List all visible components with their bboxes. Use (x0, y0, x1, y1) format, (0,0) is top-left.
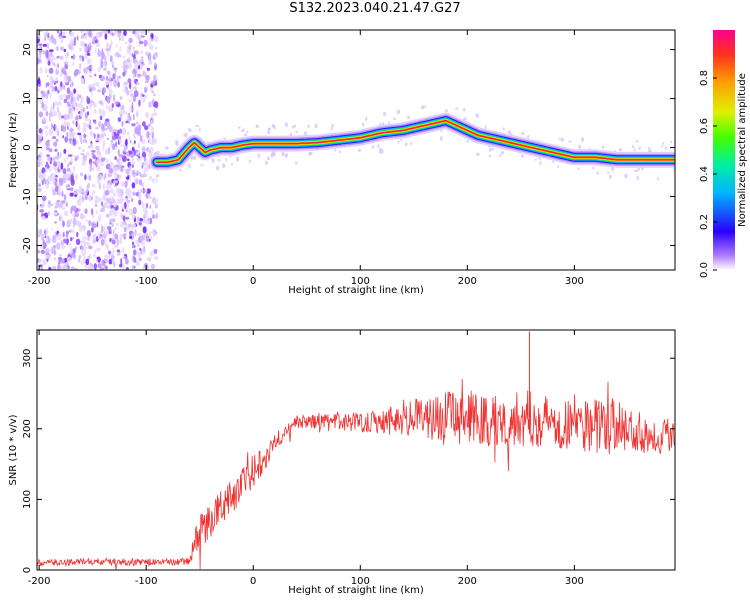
bottom-x-tick-label: 100 (351, 576, 370, 587)
colorbar-label: Normalized spectral amplitude (737, 73, 748, 227)
colorbar-tick-label: 0.4 (699, 166, 710, 182)
colorbar-ticks: 0.0 0.2 0.4 0.6 0.8 (699, 70, 717, 278)
top-y-tick-label: 0 (22, 144, 33, 150)
spectrogram-heatmap (37, 30, 675, 270)
bottom-x-tick-label: 200 (458, 576, 477, 587)
bottom-y-tick-label: 200 (22, 419, 33, 438)
snr-y-ticks: 0 100 200 300 (22, 349, 675, 573)
spectrogram-frame (36, 29, 676, 271)
top-y-tick-label: -10 (22, 188, 33, 204)
top-x-tick-label: 300 (565, 276, 584, 287)
bottom-x-tick-label: 0 (250, 576, 256, 587)
colorbar-tick-label: 0.0 (699, 262, 710, 278)
top-y-tick-label: -20 (22, 237, 33, 253)
snr-panel: -200 -100 0 100 200 300 0 100 200 300 Height of … (8, 329, 676, 596)
top-x-tick-label: 0 (250, 276, 256, 287)
top-x-tick-label: 100 (351, 276, 370, 287)
spectrogram-y-axis-label: Frequency (Hz) (8, 112, 19, 188)
colorbar-tick-label: 0.8 (699, 70, 710, 86)
colorbar-tick-label: 0.6 (699, 118, 710, 134)
top-y-tick-label: 10 (22, 92, 33, 105)
top-x-tick-label: 200 (458, 276, 477, 287)
chart-title: S132.2023.040.21.47.G27 (289, 1, 461, 16)
colorbar-gradient (713, 30, 735, 270)
signal-ridge-band-8 (156, 120, 675, 163)
snr-series-line (37, 378, 675, 570)
spectrogram-x-axis-label: Height of straight line (km) (288, 285, 424, 296)
snr-x-axis-label: Height of straight line (km) (288, 585, 424, 596)
top-x-tick-label: -200 (28, 276, 51, 287)
top-y-tick-label: 20 (22, 43, 33, 56)
bottom-y-tick-label: 300 (22, 349, 33, 368)
noise-speckle-region (37, 30, 159, 270)
snr-frame (36, 329, 676, 571)
bottom-y-tick-label: 0 (22, 567, 33, 573)
bottom-x-tick-label: -200 (28, 576, 51, 587)
snr-y-axis-label: SNR (10 * v/v) (8, 414, 19, 485)
bottom-y-tick-label: 100 (22, 490, 33, 509)
spectrogram-x-ticks: -200 -100 0 100 200 300 (28, 30, 584, 287)
bottom-x-tick-label: -100 (135, 576, 158, 587)
snr-x-ticks: -200 -100 0 100 200 300 (28, 330, 584, 587)
snr-plot-area (37, 331, 675, 570)
spectrogram-y-ticks: -20 -10 0 10 20 (22, 43, 675, 254)
colorbar-tick-label: 0.2 (699, 214, 710, 230)
colorbar: 0.0 0.2 0.4 0.6 0.8 Normalized spectral ampl… (699, 30, 748, 278)
bottom-x-tick-label: 300 (565, 576, 584, 587)
top-x-tick-label: -100 (135, 276, 158, 287)
